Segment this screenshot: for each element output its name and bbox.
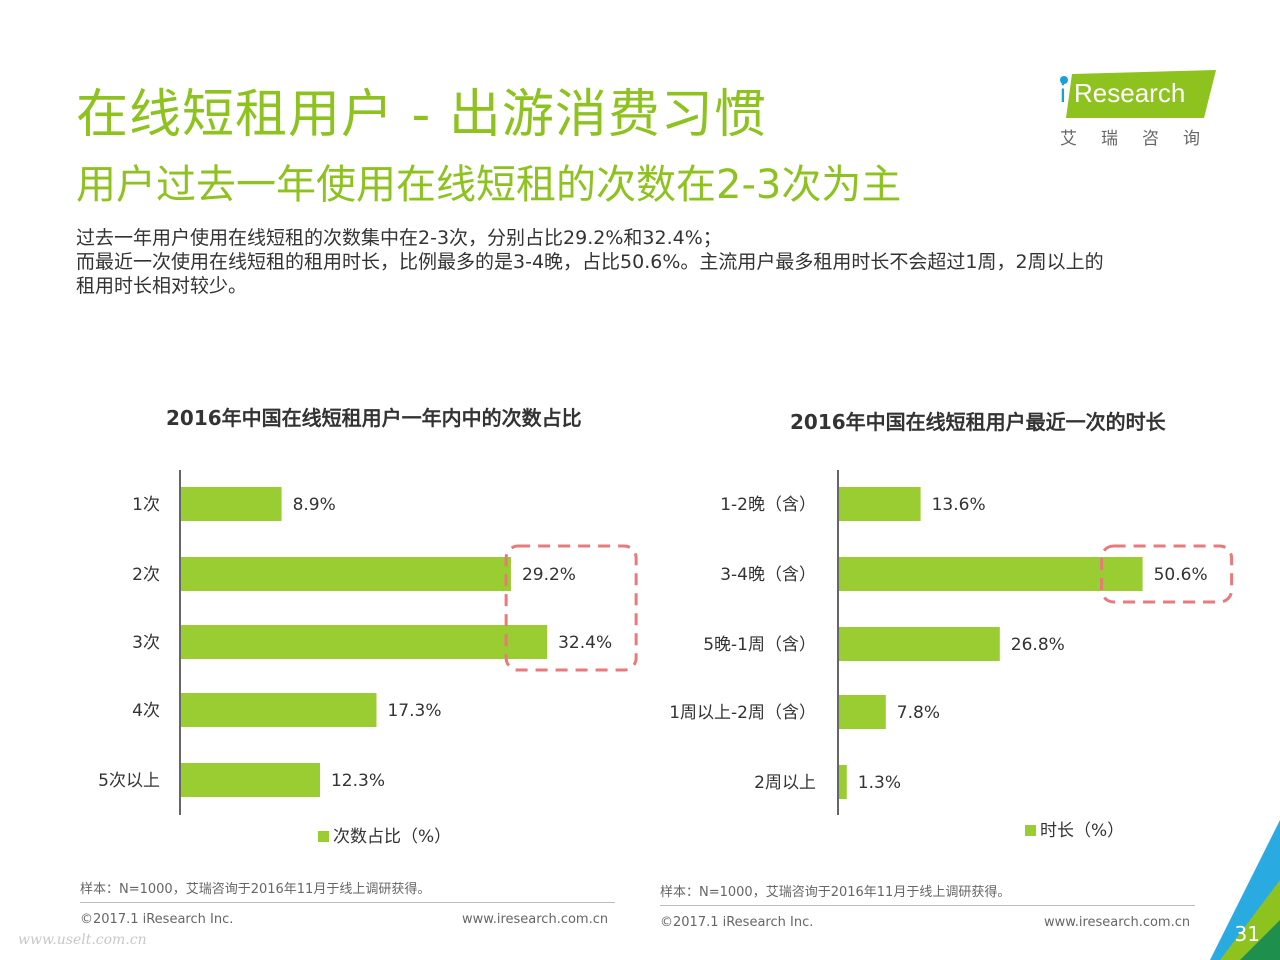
bar-c1-3 [181,625,548,659]
category-label: 2次 [132,565,160,585]
description: 过去一年用户使用在线短租的次数集中在2-3次，分别占比29.2%和32.4%； … [76,226,1226,298]
logo-i-letter: i [1060,78,1066,108]
value-label: 50.6% [1154,565,1208,585]
value-label: 29.2% [522,565,576,585]
footer-rule-left [80,902,615,903]
legend-swatch [1025,825,1036,836]
category-label: 3次 [132,633,160,653]
bar-c1-2 [181,557,511,591]
category-label: 4次 [132,701,160,721]
logo-brand-text: Research [1074,78,1186,108]
chart-1-title: 2016年中国在线短租用户一年内中的次数占比 [166,406,582,430]
chart-2: 1-2晚（含） 13.6% 3-4晚（含） 50.6% 5晚-1周（含） 26.8% 1周以… [669,470,1234,841]
category-label: 5次以上 [98,771,160,791]
category-label: 2周以上 [754,773,816,793]
iresearch-logo [1060,70,1216,118]
bar-c2-1 [839,487,921,521]
category-label: 1-2晚（含） [720,495,816,515]
description-line-1: 过去一年用户使用在线短租的次数集中在2-3次，分别占比29.2%和32.4%； [76,227,722,249]
bar-c1-5 [181,763,320,797]
bar-c2-2 [839,557,1143,591]
legend-swatch [318,831,329,842]
logo-chinese-text: 艾瑞咨询 [1060,129,1224,149]
url-left: www.iresearch.com.cn [462,912,609,927]
copyright-left: ©2017.1 iResearch Inc. [80,912,234,927]
bar-c2-4 [839,695,886,729]
value-label: 13.6% [932,495,986,515]
value-label: 26.8% [1011,635,1065,655]
corner-decoration [1210,820,1280,960]
sample-note-right: 样本：N=1000，艾瑞咨询于2016年11月于线上调研获得。 [660,885,1011,900]
footer-rule-right [660,905,1195,906]
category-label: 1周以上-2周（含） [669,703,816,723]
bar-c2-5 [839,765,847,799]
legend-label: 次数占比（%） [333,827,451,847]
watermark: www.uselt.com.cn [18,932,147,948]
copyright-right: ©2017.1 iResearch Inc. [660,915,814,930]
page-number: 31 [1234,922,1260,946]
value-label: 32.4% [558,633,612,653]
bar-c1-4 [181,693,377,727]
category-label: 1次 [132,495,160,515]
legend-label: 时长（%） [1040,821,1124,841]
sample-note-left: 样本：N=1000，艾瑞咨询于2016年11月于线上调研获得。 [80,882,431,897]
description-line-2: 而最近一次使用在线短租的租用时长，比例最多的是3-4晚，占比50.6%。主流用户… [76,251,1104,273]
bar-c1-1 [181,487,282,521]
highlight-box [1100,544,1234,604]
category-label: 3-4晚（含） [720,565,816,585]
chart-2-title: 2016年中国在线短租用户最近一次的时长 [790,410,1166,434]
description-line-3: 租用时长相对较少。 [76,275,248,297]
bar-c2-3 [839,627,1000,661]
value-label: 1.3% [858,773,901,793]
value-label: 7.8% [897,703,940,723]
value-label: 12.3% [331,771,385,791]
value-label: 17.3% [387,701,441,721]
category-label: 5晚-1周（含） [703,635,816,655]
url-right: www.iresearch.com.cn [1044,915,1191,930]
page-subtitle: 用户过去一年使用在线短租的次数在2-3次为主 [76,162,902,208]
value-label: 8.9% [293,495,336,515]
chart-1: 1次 8.9% 2次 29.2% 3次 32.4% 4次 17.3% 5次以上 12.3% 次数占比… [98,470,638,847]
page-title: 在线短租用户 - 出游消费习惯 [76,85,767,145]
